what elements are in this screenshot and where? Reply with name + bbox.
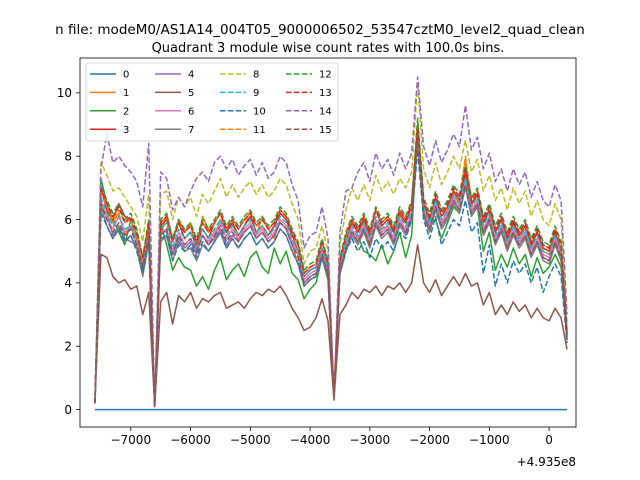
plot-frame <box>79 57 577 428</box>
chart-suptitle: n file: modeM0/AS1A14_004T05_9000006502_… <box>55 22 585 38</box>
x-tick-label: −7000 <box>110 433 151 447</box>
legend-label-12: 12 <box>319 70 332 81</box>
legend-label-7: 7 <box>188 125 194 136</box>
legend-label-4: 4 <box>188 70 194 81</box>
x-tick-label: −2000 <box>409 433 450 447</box>
legend-label-5: 5 <box>188 88 194 99</box>
legend-label-2: 2 <box>123 106 129 117</box>
axis-ticks: −7000 −6000 −5000 −4000 −3000 −2000 −1000 0 0 2 4 6… <box>57 86 553 447</box>
x-tick-label: −3000 <box>350 433 391 447</box>
y-tick-label: 2 <box>64 340 72 354</box>
y-tick-label: 6 <box>64 213 72 227</box>
x-offset-label: +4.935e8 <box>517 455 576 469</box>
y-tick-label: 0 <box>64 403 72 417</box>
legend-label-6: 6 <box>188 106 194 117</box>
legend-label-14: 14 <box>319 106 332 117</box>
y-tick-label: 10 <box>57 86 72 100</box>
x-tick-label: −5000 <box>230 433 271 447</box>
legend-label-1: 1 <box>123 88 129 99</box>
series-line-5 <box>94 244 568 408</box>
x-tick-label: −6000 <box>170 433 211 447</box>
series-line-15 <box>94 136 568 408</box>
legend-label-0: 0 <box>123 70 129 81</box>
legend-label-13: 13 <box>319 88 332 99</box>
y-tick-label: 4 <box>64 276 72 290</box>
legend-frame <box>85 62 339 142</box>
x-tick-label: −4000 <box>290 433 331 447</box>
legend-label-9: 9 <box>253 88 259 99</box>
legend-label-8: 8 <box>253 70 259 81</box>
legend-label-3: 3 <box>123 125 129 136</box>
series-line-14 <box>94 76 568 408</box>
chart-title: Quadrant 3 module wise count rates with … <box>152 41 505 56</box>
plot-area <box>94 76 568 411</box>
legend-label-15: 15 <box>319 125 332 136</box>
legend-label-11: 11 <box>253 125 266 136</box>
x-tick-label: 0 <box>545 433 553 447</box>
legend-label-10: 10 <box>253 106 266 117</box>
y-tick-label: 8 <box>64 149 72 163</box>
x-tick-label: −1000 <box>469 433 510 447</box>
